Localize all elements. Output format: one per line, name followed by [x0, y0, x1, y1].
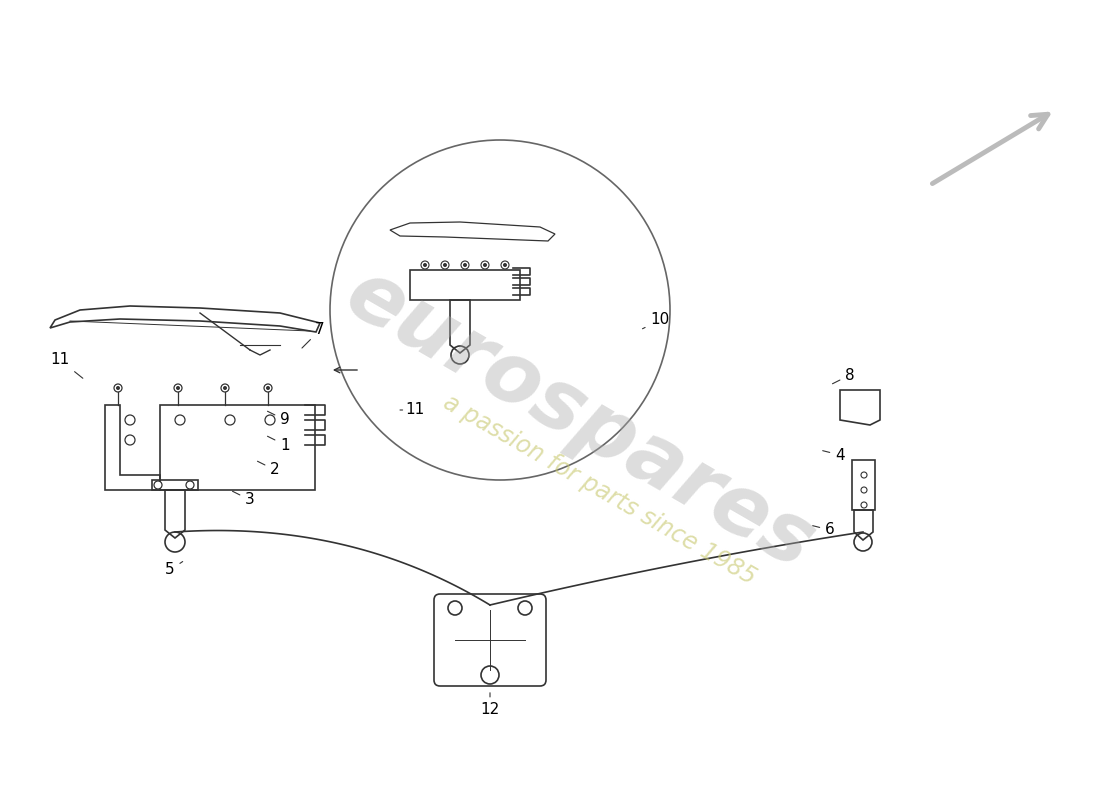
- Circle shape: [483, 263, 487, 267]
- Circle shape: [503, 263, 507, 267]
- Text: 4: 4: [823, 447, 845, 462]
- Circle shape: [186, 481, 194, 489]
- Circle shape: [176, 386, 180, 390]
- Circle shape: [125, 435, 135, 445]
- Circle shape: [125, 415, 135, 425]
- Circle shape: [264, 384, 272, 392]
- Circle shape: [175, 415, 185, 425]
- Circle shape: [174, 384, 182, 392]
- Circle shape: [443, 263, 447, 267]
- Text: 6: 6: [813, 522, 835, 538]
- Text: 1: 1: [267, 436, 289, 453]
- Text: 12: 12: [481, 693, 499, 718]
- Text: 11: 11: [51, 353, 82, 378]
- Circle shape: [500, 261, 509, 269]
- Circle shape: [114, 384, 122, 392]
- Circle shape: [441, 261, 449, 269]
- Circle shape: [265, 415, 275, 425]
- Text: 11: 11: [400, 402, 425, 418]
- Circle shape: [461, 261, 469, 269]
- Text: 3: 3: [232, 491, 255, 507]
- Circle shape: [861, 487, 867, 493]
- Text: 7: 7: [302, 322, 324, 348]
- Circle shape: [223, 386, 227, 390]
- Circle shape: [421, 261, 429, 269]
- Text: 2: 2: [257, 462, 279, 478]
- Text: eurospares: eurospares: [331, 253, 828, 587]
- Circle shape: [226, 415, 235, 425]
- Text: a passion for parts since 1985: a passion for parts since 1985: [440, 390, 760, 590]
- Circle shape: [861, 472, 867, 478]
- Text: 10: 10: [642, 313, 670, 329]
- Circle shape: [154, 481, 162, 489]
- Circle shape: [221, 384, 229, 392]
- Text: 5: 5: [165, 562, 183, 578]
- Circle shape: [463, 263, 467, 267]
- Circle shape: [266, 386, 270, 390]
- Circle shape: [861, 502, 867, 508]
- Text: 8: 8: [833, 367, 855, 384]
- Circle shape: [424, 263, 427, 267]
- Circle shape: [481, 261, 490, 269]
- Circle shape: [116, 386, 120, 390]
- Text: 9: 9: [267, 411, 290, 427]
